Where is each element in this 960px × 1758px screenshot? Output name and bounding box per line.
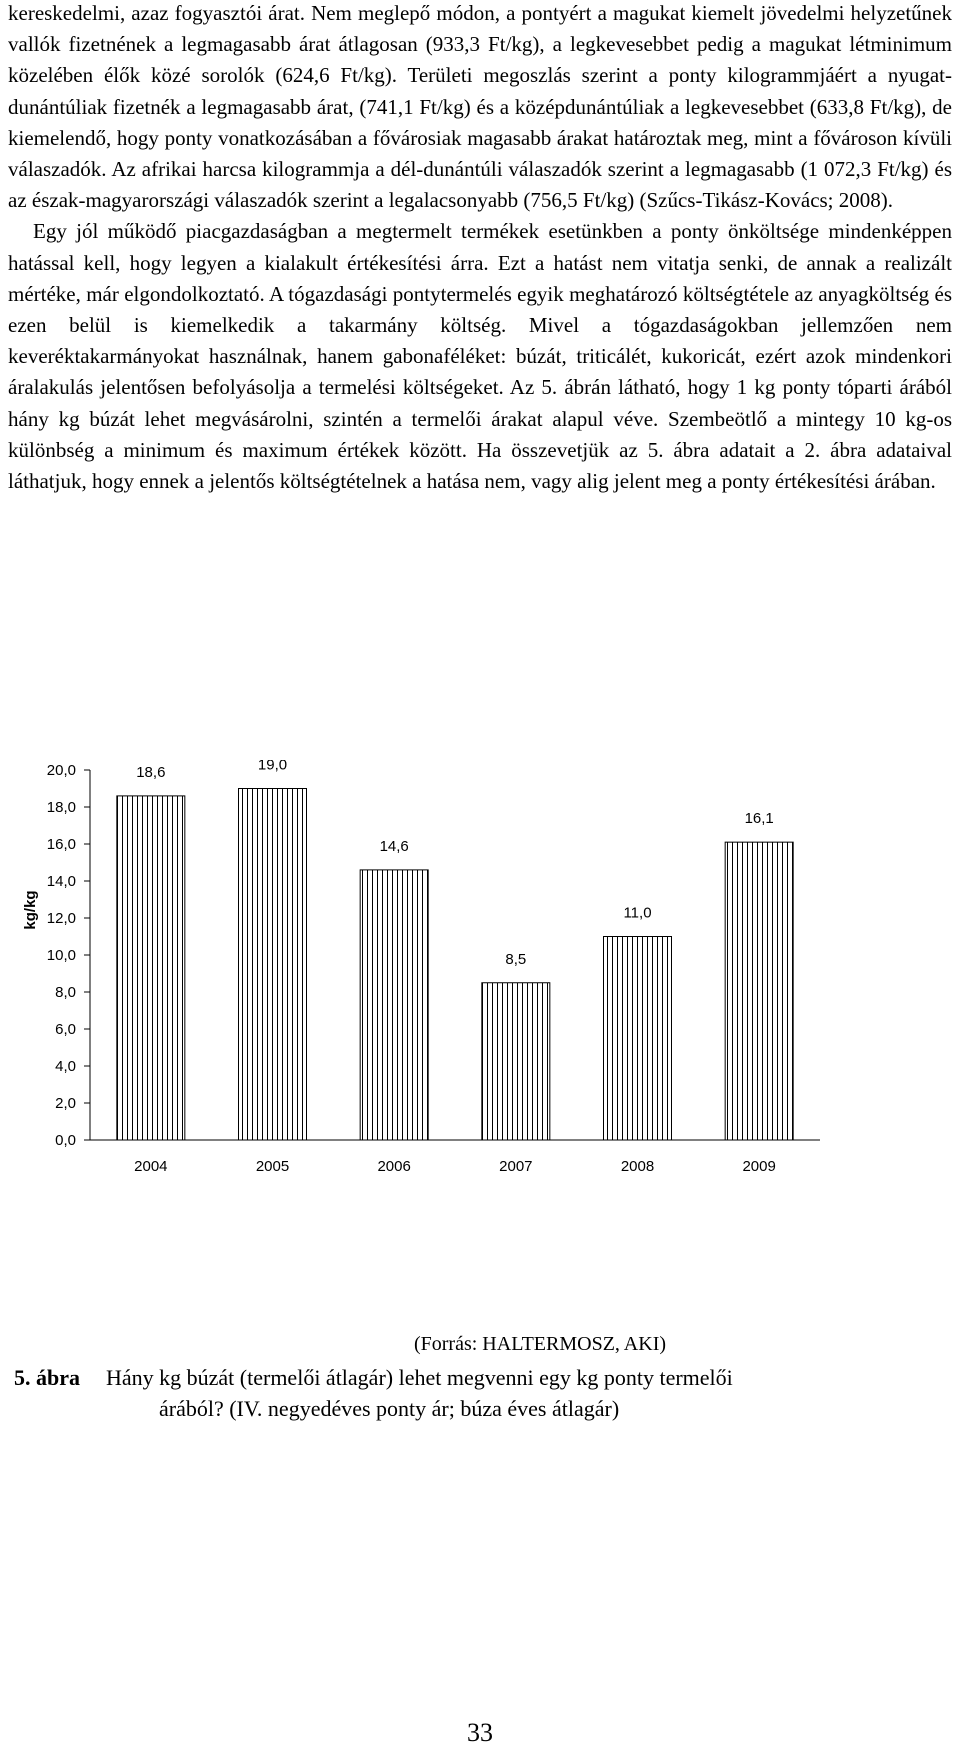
caption-line-2: árából? (IV. negyedéves ponty ár; búza é…: [159, 1396, 620, 1421]
data-label-2007: 8,5: [505, 951, 526, 968]
data-label-box: [127, 757, 174, 784]
y-tick-label: 4,0: [55, 1058, 76, 1075]
data-label-box: [614, 898, 661, 925]
data-label-2009: 16,1: [745, 810, 774, 827]
x-tick-label: 2009: [742, 1158, 775, 1175]
data-label-2005: 19,0: [258, 760, 287, 774]
y-tick-label: 14,0: [47, 873, 76, 890]
chart-svg: 0,02,04,06,08,010,012,014,016,018,020,0 …: [22, 750, 820, 1175]
figure-caption: 5. ábra Hány kg búzát (termelői átlagár) …: [14, 1362, 944, 1424]
body-text: kereskedelmi, azaz fogyasztói árat. Nem …: [8, 0, 952, 497]
x-tick-label: 2005: [256, 1158, 289, 1175]
y-tick-label: 20,0: [47, 762, 76, 779]
y-tick-label: 6,0: [55, 1021, 76, 1038]
y-axis: 0,0 2,0 4,0 6,0 8,0 10,0 12,0 14,0 16,0 18,0 20,0: [47, 762, 91, 1149]
paragraph-2: Egy jól működő piacgazdaságban a megterm…: [8, 219, 952, 494]
y-tick-label: 16,0: [47, 836, 76, 853]
data-label-box: [371, 831, 418, 858]
bar-2006: [359, 869, 429, 1141]
data-label-box: [492, 944, 539, 971]
page-number: 33: [467, 1718, 493, 1747]
data-label-2004: 18,6: [136, 764, 165, 781]
bar-2005: [238, 788, 307, 1141]
x-tick-label: 2008: [621, 1158, 654, 1175]
caption-line-1: Hány kg búzát (termelői átlagár) lehet m…: [106, 1365, 733, 1390]
data-label-box: [736, 804, 783, 831]
y-tick-label: 0,0: [55, 1132, 76, 1149]
y-tick-label: 2,0: [55, 1095, 76, 1112]
bar-2009: [724, 841, 794, 1141]
bars: 18,6 19,0 14,6 8,5 11,0 16,1: [116, 750, 794, 1141]
bar-2007: [481, 982, 551, 1141]
y-tick-label: 8,0: [55, 984, 76, 1001]
bar-2004: [116, 795, 186, 1141]
bar-chart: 0,0 2,0 4,0 6,0 8,0 10,0 12,0 14,0 16,0 18,0 20,0 …: [0, 750, 960, 1330]
x-tick-label: 2006: [377, 1158, 410, 1175]
y-axis-label: kg/kg: [22, 890, 39, 929]
figure-number: 5. ábra: [14, 1365, 80, 1390]
x-axis: 2004 2005 2006 2007 2008 2009: [90, 1139, 820, 1175]
y-tick-label: 18,0: [47, 799, 76, 816]
data-label-2008: 11,0: [623, 905, 651, 922]
y-tick-label: 12,0: [47, 910, 76, 927]
x-tick-label: 2004: [134, 1158, 167, 1175]
chart-source: (Forrás: HALTERMOSZ, AKI): [413, 1333, 667, 1355]
x-tick-label: 2007: [499, 1158, 532, 1175]
bar-2008: [603, 936, 672, 1141]
paragraph-1: kereskedelmi, azaz fogyasztói árat. Nem …: [8, 1, 952, 213]
y-tick-label: 10,0: [47, 947, 76, 964]
data-label-2006: 14,6: [380, 838, 409, 855]
